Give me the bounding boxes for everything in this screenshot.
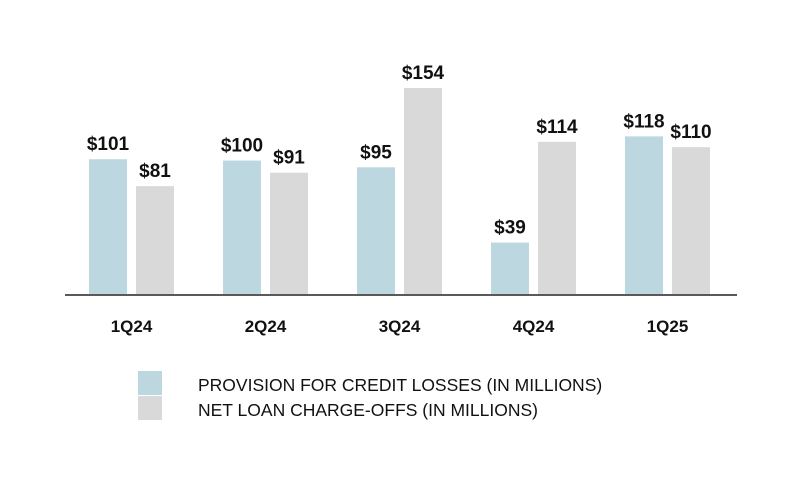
bar-4q24-series-0 — [491, 242, 529, 295]
value-labels-group: $101 $81 $100 $91 $95 $154 $39 $114 $118 $110 — [87, 63, 712, 239]
value-label-2q24-series-0: $100 — [221, 136, 263, 157]
bar-2q24-series-1 — [270, 172, 308, 295]
value-label-1q24-series-1: $81 — [139, 161, 171, 182]
bar-1q25-series-0 — [625, 136, 663, 295]
category-label-1q25: 1Q25 — [647, 317, 689, 336]
value-label-4q24-series-0: $39 — [494, 218, 526, 239]
bars-group — [89, 88, 710, 295]
legend-swatch-provision — [138, 371, 162, 395]
bar-1q24-series-1 — [136, 186, 174, 295]
value-label-1q25-series-1: $110 — [670, 122, 711, 143]
value-label-1q24-series-0: $101 — [87, 134, 130, 155]
value-label-3q24-series-0: $95 — [360, 142, 392, 163]
bar-1q25-series-1 — [672, 147, 710, 295]
legend-label-charge-offs: NET LOAN CHARGE-OFFS (IN MILLIONS) — [198, 400, 538, 420]
bar-2q24-series-0 — [223, 160, 261, 295]
bar-1q24-series-0 — [89, 159, 127, 295]
value-label-2q24-series-1: $91 — [273, 148, 305, 169]
category-labels-group: 1Q24 2Q24 3Q24 4Q24 1Q25 — [111, 317, 689, 336]
category-label-2q24: 2Q24 — [245, 317, 287, 336]
bar-3q24-series-0 — [357, 167, 395, 295]
category-label-1q24: 1Q24 — [111, 317, 153, 336]
legend-swatch-charge-offs — [138, 396, 162, 420]
value-label-4q24-series-1: $114 — [536, 117, 578, 138]
value-label-1q25-series-0: $118 — [623, 111, 664, 132]
bar-3q24-series-1 — [404, 88, 442, 295]
legend-label-provision: PROVISION FOR CREDIT LOSSES (IN MILLIONS… — [198, 375, 602, 395]
bar-4q24-series-1 — [538, 141, 576, 295]
legend: PROVISION FOR CREDIT LOSSES (IN MILLIONS… — [138, 371, 602, 420]
category-label-4q24: 4Q24 — [513, 317, 555, 336]
value-label-3q24-series-1: $154 — [402, 63, 445, 84]
category-label-3q24: 3Q24 — [379, 317, 421, 336]
